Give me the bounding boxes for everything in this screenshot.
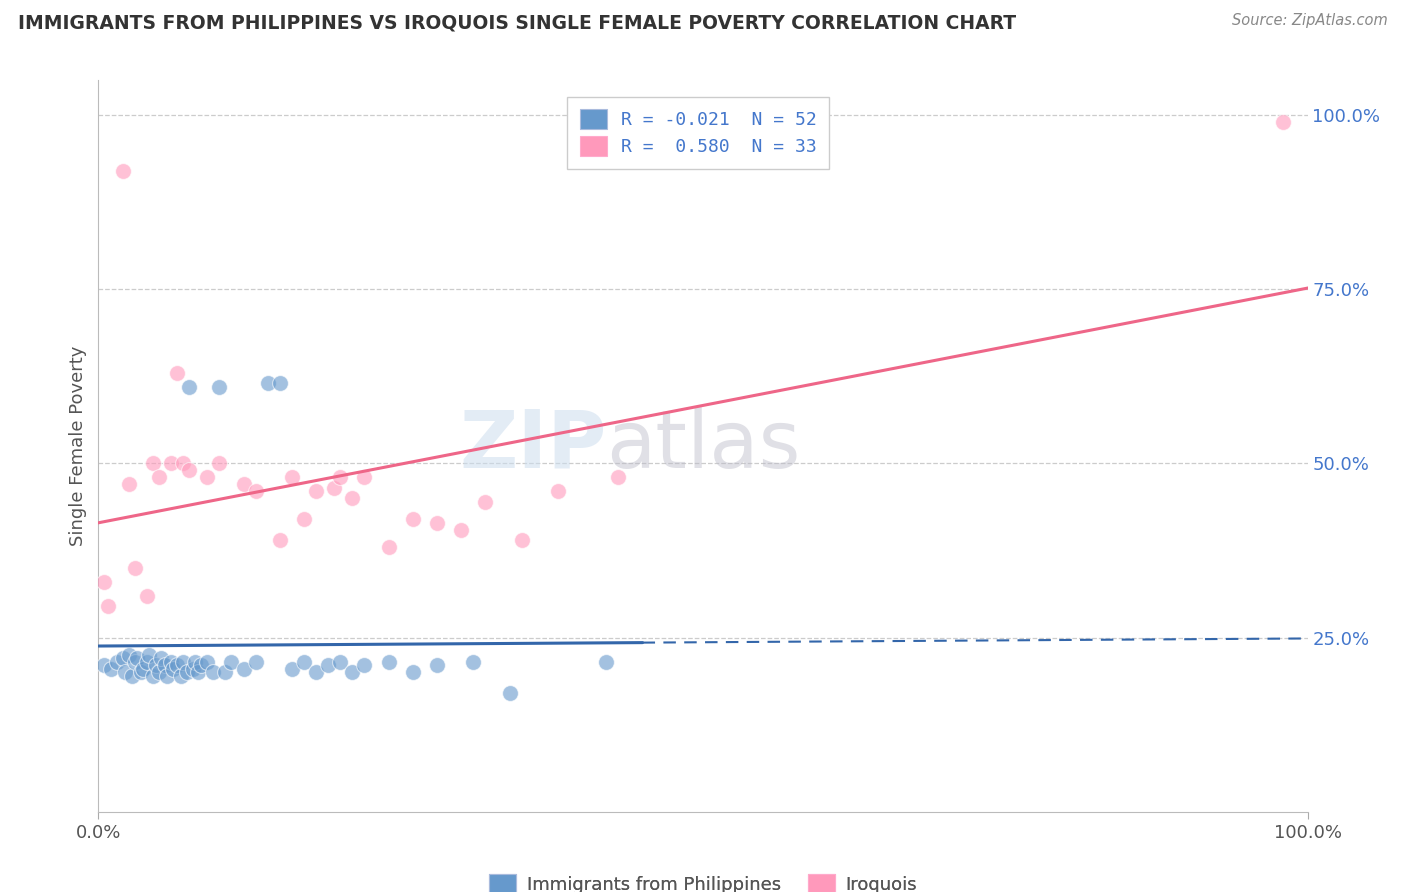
Point — [547, 484, 569, 499]
Point — [195, 655, 218, 669]
Legend: Immigrants from Philippines, Iroquois: Immigrants from Philippines, Iroquois — [477, 861, 929, 892]
Point — [607, 470, 630, 484]
Point — [118, 477, 141, 491]
Point — [93, 574, 115, 589]
Point — [1272, 115, 1295, 129]
Point — [377, 655, 399, 669]
Point — [162, 662, 184, 676]
Point — [353, 470, 375, 484]
Point — [256, 376, 278, 391]
Point — [595, 655, 617, 669]
Point — [138, 648, 160, 662]
Point — [269, 533, 291, 547]
Point — [498, 686, 520, 700]
Point — [179, 463, 201, 477]
Point — [118, 648, 141, 662]
Point — [166, 658, 188, 673]
Point — [353, 658, 375, 673]
Point — [160, 655, 183, 669]
Point — [329, 470, 352, 484]
Point — [132, 662, 155, 676]
Point — [135, 655, 157, 669]
Point — [142, 669, 165, 683]
Point — [150, 651, 173, 665]
Point — [245, 655, 267, 669]
Point — [166, 366, 188, 380]
Point — [450, 523, 472, 537]
Point — [329, 655, 352, 669]
Point — [463, 655, 485, 669]
Point — [426, 516, 449, 530]
Point — [474, 494, 496, 508]
Point — [221, 655, 243, 669]
Point — [148, 665, 170, 680]
Point — [232, 662, 254, 676]
Point — [145, 658, 167, 673]
Point — [148, 470, 170, 484]
Point — [93, 658, 115, 673]
Point — [510, 533, 533, 547]
Point — [292, 655, 315, 669]
Point — [97, 599, 120, 614]
Point — [124, 561, 146, 575]
Point — [305, 484, 328, 499]
Point — [111, 164, 134, 178]
Point — [114, 665, 136, 680]
Point — [100, 662, 122, 676]
Point — [292, 512, 315, 526]
Point — [232, 477, 254, 491]
Point — [160, 457, 183, 471]
Point — [202, 665, 225, 680]
Point — [316, 658, 339, 673]
Point — [269, 376, 291, 391]
Text: IMMIGRANTS FROM PHILIPPINES VS IROQUOIS SINGLE FEMALE POVERTY CORRELATION CHART: IMMIGRANTS FROM PHILIPPINES VS IROQUOIS … — [18, 13, 1017, 32]
Point — [121, 669, 143, 683]
Text: ZIP: ZIP — [458, 407, 606, 485]
Point — [342, 665, 364, 680]
Point — [111, 651, 134, 665]
Point — [179, 380, 201, 394]
Point — [105, 655, 128, 669]
Point — [377, 540, 399, 554]
Text: atlas: atlas — [606, 407, 800, 485]
Point — [156, 669, 179, 683]
Point — [184, 655, 207, 669]
Point — [142, 457, 165, 471]
Point — [342, 491, 364, 506]
Point — [402, 665, 425, 680]
Point — [245, 484, 267, 499]
Point — [127, 651, 149, 665]
Point — [190, 658, 212, 673]
Point — [281, 662, 304, 676]
Point — [214, 665, 236, 680]
Point — [402, 512, 425, 526]
Text: Source: ZipAtlas.com: Source: ZipAtlas.com — [1232, 13, 1388, 29]
Point — [169, 669, 191, 683]
Point — [323, 481, 346, 495]
Point — [195, 470, 218, 484]
Point — [181, 662, 204, 676]
Point — [426, 658, 449, 673]
Point — [281, 470, 304, 484]
Point — [172, 655, 194, 669]
Point — [208, 457, 231, 471]
Point — [305, 665, 328, 680]
Point — [153, 658, 176, 673]
Point — [172, 457, 194, 471]
Point — [187, 665, 209, 680]
Point — [124, 655, 146, 669]
Point — [129, 665, 152, 680]
Point — [135, 589, 157, 603]
Point — [208, 380, 231, 394]
Point — [176, 665, 198, 680]
Y-axis label: Single Female Poverty: Single Female Poverty — [69, 346, 87, 546]
